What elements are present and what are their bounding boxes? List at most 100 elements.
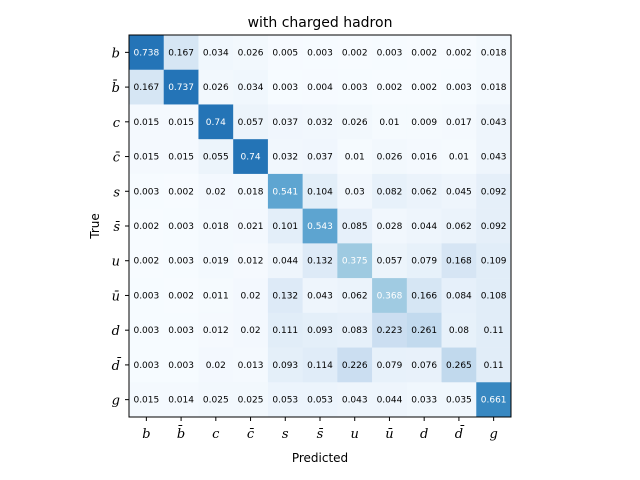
cell-value-label: 0.104 <box>307 187 333 197</box>
heatmap-cell <box>476 347 512 383</box>
cell-value-label: 0.019 <box>203 257 229 267</box>
heatmap-cell <box>337 173 373 209</box>
heatmap-cell <box>302 104 338 140</box>
heatmap-cell <box>198 173 234 209</box>
x-axis-label: Predicted <box>292 451 348 465</box>
cell-value-label: 0.02 <box>241 291 261 301</box>
heatmap-cell <box>267 35 303 71</box>
heatmap-cell <box>441 243 477 279</box>
cell-value-label: 0.166 <box>411 291 437 301</box>
cell-value-label: 0.74 <box>241 153 261 163</box>
heatmap-cell <box>267 243 303 279</box>
heatmap-cell <box>302 278 338 314</box>
heatmap-cell <box>233 35 269 71</box>
y-tick-label: c̄ <box>113 151 121 166</box>
heatmap-cell <box>441 173 477 209</box>
cell-value-label: 0.11 <box>484 361 504 371</box>
heatmap-cell <box>372 173 408 209</box>
cell-value-label: 0.062 <box>342 291 368 301</box>
cell-value-label: 0.002 <box>411 83 437 93</box>
y-tick-label: s̄ <box>113 220 120 235</box>
heatmap-cell <box>406 104 442 140</box>
cell-value-label: 0.034 <box>238 83 264 93</box>
heatmap-cell <box>406 347 442 383</box>
heatmap-cell <box>441 139 477 175</box>
cell-value-label: 0.111 <box>272 326 298 336</box>
cell-value-label: 0.093 <box>307 326 333 336</box>
heatmap-cell <box>476 312 512 348</box>
heatmap-cell <box>441 278 477 314</box>
cell-value-label: 0.661 <box>481 396 507 406</box>
heatmap-cell <box>129 173 165 209</box>
cell-value-label: 0.012 <box>238 257 264 267</box>
heatmap-cell <box>372 243 408 279</box>
heatmap-cell <box>163 139 199 175</box>
cell-value-label: 0.093 <box>272 361 298 371</box>
heatmap-cell <box>302 382 338 418</box>
y-tick-label: d <box>112 324 120 339</box>
y-tick-label: ū <box>112 289 120 304</box>
cell-value-label: 0.026 <box>238 48 264 58</box>
heatmap-cell <box>267 69 303 105</box>
y-tick-label: g <box>112 394 120 409</box>
x-tick-label: c <box>212 427 220 442</box>
heatmap-cell <box>406 278 442 314</box>
cell-value-label: 0.003 <box>133 326 159 336</box>
heatmap-cell <box>129 69 165 105</box>
cell-value-label: 0.032 <box>272 153 298 163</box>
heatmap-cell <box>129 347 165 383</box>
heatmap-cell <box>406 312 442 348</box>
cell-value-label: 0.053 <box>307 396 333 406</box>
cell-value-label: 0.032 <box>307 118 333 128</box>
cell-value-label: 0.003 <box>272 83 298 93</box>
cell-value-label: 0.02 <box>206 187 226 197</box>
axis-ticks: b b̄ c c̄ s s̄ u ū d d̄ g b b̄ c c̄ s s̄ u ū d d̄ g <box>112 46 498 442</box>
heatmap-cell <box>441 312 477 348</box>
heatmap-cell <box>302 69 338 105</box>
heatmap-cell <box>129 243 165 279</box>
x-tick-label: u <box>351 427 359 442</box>
x-tick-label: s̄ <box>317 427 324 442</box>
cell-value-label: 0.014 <box>168 396 194 406</box>
heatmap-cell <box>267 208 303 244</box>
cell-value-label: 0.265 <box>446 361 472 371</box>
cell-value-label: 0.055 <box>203 153 229 163</box>
heatmap-cell <box>198 69 234 105</box>
heatmap-cell <box>337 208 373 244</box>
cell-value-label: 0.044 <box>272 257 298 267</box>
heatmap-cell <box>476 278 512 314</box>
cell-value-label: 0.132 <box>272 291 298 301</box>
cell-value-label: 0.002 <box>411 48 437 58</box>
cell-value-label: 0.01 <box>345 153 365 163</box>
heatmap-cell <box>163 278 199 314</box>
y-tick-label: s <box>113 185 120 200</box>
x-tick-label: d̄ <box>455 425 465 442</box>
cell-value-label: 0.026 <box>203 83 229 93</box>
heatmap-cell <box>372 278 408 314</box>
cell-value-label: 0.003 <box>133 291 159 301</box>
cell-value-label: 0.003 <box>133 187 159 197</box>
heatmap-cell <box>267 104 303 140</box>
cell-value-label: 0.076 <box>411 361 437 371</box>
heatmap-cell <box>198 382 234 418</box>
cell-value-label: 0.028 <box>377 222 403 232</box>
heatmap-cell <box>129 104 165 140</box>
y-tick-label: d̄ <box>112 357 122 374</box>
heatmap-cell <box>441 69 477 105</box>
cell-value-label: 0.035 <box>446 396 472 406</box>
cell-value-label: 0.013 <box>238 361 264 371</box>
heatmap-cell <box>198 312 234 348</box>
heatmap-cell <box>476 139 512 175</box>
heatmap-cell <box>441 347 477 383</box>
cell-value-label: 0.11 <box>484 326 504 336</box>
heatmap-cell <box>163 104 199 140</box>
cell-value-label: 0.043 <box>342 396 368 406</box>
cell-value-label: 0.003 <box>168 222 194 232</box>
heatmap-cell <box>233 278 269 314</box>
heatmap-cell <box>198 139 234 175</box>
cell-value-label: 0.737 <box>168 83 194 93</box>
cell-value-label: 0.08 <box>449 326 469 336</box>
cell-value-label: 0.02 <box>241 326 261 336</box>
cell-value-label: 0.021 <box>238 222 264 232</box>
heatmap-cell <box>233 243 269 279</box>
